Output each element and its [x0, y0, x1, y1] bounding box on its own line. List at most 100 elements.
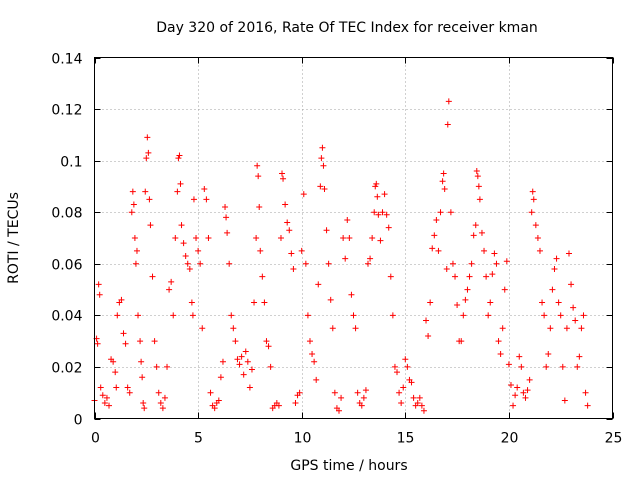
data-point: [224, 229, 231, 236]
data-point: [344, 216, 351, 223]
data-point: [145, 149, 152, 156]
data-point: [189, 312, 196, 319]
data-point: [510, 402, 517, 409]
data-point: [429, 245, 436, 252]
data-point: [149, 273, 156, 280]
data-point: [512, 392, 519, 399]
data-point: [444, 121, 451, 128]
data-point: [315, 281, 322, 288]
data-point: [367, 255, 374, 262]
grid: [94, 57, 613, 419]
x-tick-label: 0: [91, 431, 100, 447]
data-point: [142, 188, 149, 195]
data-point: [524, 387, 531, 394]
data-point: [298, 247, 305, 254]
data-point: [433, 216, 440, 223]
data-point: [576, 353, 583, 360]
data-point: [516, 353, 523, 360]
data-point: [545, 351, 552, 358]
data-point: [529, 188, 536, 195]
y-axis-title: ROTI / TECUs: [6, 192, 22, 284]
data-point: [226, 260, 233, 267]
data-point: [476, 196, 483, 203]
data-point: [195, 247, 202, 254]
data-point: [507, 381, 514, 388]
data-point: [188, 299, 195, 306]
data-point: [166, 286, 173, 293]
data-point: [256, 204, 263, 211]
data-point: [177, 180, 184, 187]
data-point: [338, 394, 345, 401]
data-point: [153, 363, 160, 370]
data-point: [470, 232, 477, 239]
data-point: [385, 224, 392, 231]
data-point: [317, 183, 324, 190]
data-point: [416, 394, 423, 401]
data-point: [520, 389, 527, 396]
data-point: [452, 273, 459, 280]
data-point: [536, 247, 543, 254]
data-point: [522, 394, 529, 401]
data-point: [118, 296, 125, 303]
data-point: [499, 325, 506, 332]
data-point: [478, 229, 485, 236]
data-point: [578, 325, 585, 332]
data-point: [489, 271, 496, 278]
data-point: [242, 348, 249, 355]
data-point: [112, 369, 119, 376]
data-point: [141, 405, 148, 412]
data-point: [474, 173, 481, 180]
data-point: [124, 384, 131, 391]
data-point: [381, 191, 388, 198]
data-point: [555, 299, 562, 306]
data-point: [487, 299, 494, 306]
data-point: [267, 363, 274, 370]
data-point: [342, 255, 349, 262]
data-point: [495, 338, 502, 345]
data-point: [325, 260, 332, 267]
data-point: [331, 389, 338, 396]
data-point: [505, 361, 512, 368]
data-point: [122, 340, 129, 347]
data-point: [103, 394, 110, 401]
data-point: [129, 188, 136, 195]
y-tick-label: 0.14: [51, 52, 82, 68]
data-point: [568, 281, 575, 288]
data-point: [435, 247, 442, 254]
data-point: [572, 317, 579, 324]
data-point: [197, 260, 204, 267]
data-point: [408, 379, 415, 386]
data-point: [398, 400, 405, 407]
data-point: [464, 286, 471, 293]
data-point: [157, 400, 164, 407]
data-point: [346, 235, 353, 241]
data-point: [534, 235, 541, 241]
data-point: [440, 170, 447, 177]
data-point: [302, 260, 309, 267]
data-point: [253, 235, 260, 241]
data-point: [373, 180, 380, 187]
data-point: [320, 162, 327, 169]
data-point: [201, 186, 208, 193]
data-point: [387, 273, 394, 280]
data-point: [491, 250, 498, 257]
axis-ticks: 0 5 10 15 20 25 0 0.02 0.04 0.06 0.08 0.1 0.12 0.14: [51, 52, 622, 447]
data-point: [186, 265, 193, 272]
data-point: [358, 402, 365, 409]
data-point: [306, 338, 313, 345]
data-point: [265, 343, 272, 350]
data-point: [420, 407, 427, 414]
data-point: [248, 366, 255, 373]
chart-title: Day 320 of 2016, Rate Of TEC Index for r…: [156, 20, 538, 36]
data-point: [543, 363, 550, 370]
data-points: [91, 98, 591, 414]
data-point: [481, 247, 488, 254]
data-point: [207, 389, 214, 396]
data-point: [236, 361, 243, 368]
data-point: [174, 188, 181, 195]
data-point: [114, 312, 121, 319]
data-point: [217, 374, 224, 381]
data-point: [340, 235, 347, 241]
data-point: [454, 302, 461, 309]
data-point: [423, 317, 430, 324]
